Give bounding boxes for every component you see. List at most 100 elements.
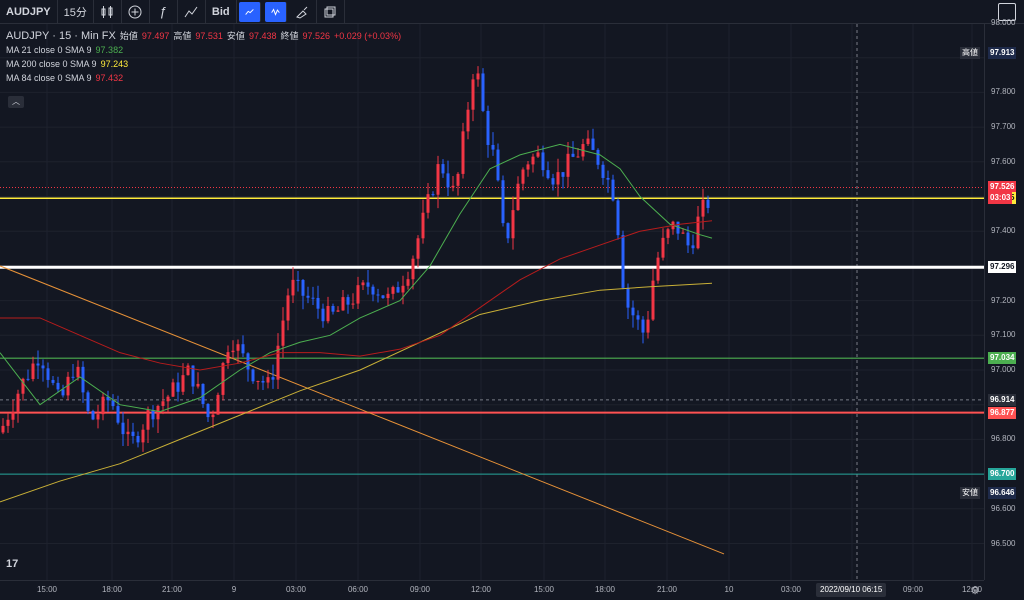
candle-down <box>626 287 630 308</box>
candle-up <box>96 414 100 420</box>
red-level-label: 96.877 <box>988 406 1017 419</box>
cyan-level-label: 96.700 <box>988 468 1017 481</box>
ma21-row[interactable]: MA 21 close 0 SMA 9 97.382 <box>6 43 401 57</box>
candle-down <box>371 286 375 295</box>
candle-up <box>476 73 480 80</box>
ma84-row[interactable]: MA 84 close 0 SMA 9 97.432 <box>6 71 401 85</box>
candle-up <box>421 212 425 239</box>
settings-icon[interactable]: ⚙ <box>970 585 980 597</box>
chart-pane[interactable] <box>0 22 984 580</box>
chart-legend: AUDJPY · 15 · Min FX 始値 97.497 高値 97.531 安… <box>6 29 401 85</box>
candle-up <box>411 258 415 280</box>
candle-down <box>366 282 370 287</box>
time-tick: 03:00 <box>780 585 802 594</box>
add-indicator-icon[interactable] <box>122 0 150 24</box>
price-tick: 97.400 <box>991 226 1016 236</box>
price-tick: 97.200 <box>991 295 1016 305</box>
candle-up <box>456 173 460 186</box>
ma84-label: MA 84 close 0 SMA 9 <box>6 73 92 83</box>
white-level-label: 97.296 <box>988 261 1017 274</box>
candle-down <box>676 221 680 234</box>
candle-up <box>211 414 215 418</box>
price-tick: 96.500 <box>991 538 1016 548</box>
candle-up <box>526 164 530 170</box>
time-tick: 10 <box>724 585 734 594</box>
candle-down <box>121 422 125 435</box>
layers-icon[interactable] <box>317 0 345 24</box>
time-tick: 06:00 <box>347 585 369 594</box>
collapse-legend-button[interactable]: ︿ <box>8 96 24 108</box>
candle-down <box>481 73 485 111</box>
candle-down <box>26 378 30 380</box>
time-tick: 12:00 <box>470 585 492 594</box>
candle-up <box>216 394 220 415</box>
time-axis[interactable]: 2022/09/10 06:15 ⚙ 15:00 18:00 21:00 9 03:00… <box>0 580 984 600</box>
price-chart[interactable] <box>0 22 984 580</box>
candle-down <box>306 295 310 298</box>
time-tick: 21:00 <box>656 585 678 594</box>
candle-up <box>661 237 665 258</box>
candle-down <box>601 164 605 178</box>
candle-up <box>391 287 395 294</box>
brush-icon[interactable] <box>289 0 317 24</box>
bid-button[interactable]: Bid <box>206 0 237 24</box>
candle-up <box>286 295 290 321</box>
ma200-line <box>0 282 713 503</box>
candles-icon[interactable] <box>94 0 122 24</box>
ma200-row[interactable]: MA 200 close 0 SMA 9 97.243 <box>6 57 401 71</box>
trendline <box>0 265 725 555</box>
candle-down <box>131 431 135 436</box>
low-label: 安値 <box>226 31 245 41</box>
candle-down <box>396 287 400 293</box>
candle-up <box>76 366 80 378</box>
candle-up <box>416 238 420 259</box>
interval-selector[interactable]: 15分 <box>58 0 94 24</box>
candle-down <box>621 235 625 288</box>
candle-down <box>206 403 210 418</box>
candle-up <box>341 297 345 311</box>
candle-down <box>311 297 315 299</box>
high-price-label: 97.913 <box>988 47 1017 60</box>
candle-up <box>6 419 10 426</box>
snapshot-icon[interactable] <box>998 3 1016 21</box>
time-tick: 12:00 <box>961 585 983 594</box>
candle-up <box>196 383 200 387</box>
candle-down <box>111 400 115 407</box>
symbol-selector[interactable]: AUDJPY <box>0 0 58 24</box>
candle-up <box>646 319 650 333</box>
price-tick: 97.100 <box>991 330 1016 340</box>
top-toolbar: AUDJPY 15分 ƒ Bid <box>0 0 1024 24</box>
candle-down <box>191 365 195 387</box>
candle-up <box>221 363 225 395</box>
fx-icon[interactable]: ƒ <box>150 0 178 24</box>
close-value: 97.526 <box>302 31 331 41</box>
high-label: 高値 <box>173 31 192 41</box>
candle-down <box>91 411 95 420</box>
candle-down <box>551 178 555 185</box>
price-axis[interactable]: 98.00097.80097.70097.60097.50097.40097.2… <box>984 18 1024 580</box>
candle-up <box>336 310 340 312</box>
candle-down <box>261 381 265 383</box>
line-tool-icon[interactable] <box>238 1 261 22</box>
candle-down <box>331 306 335 312</box>
zigzag-icon[interactable] <box>264 1 287 22</box>
candle-down <box>706 199 710 208</box>
candle-down <box>251 369 255 382</box>
cursor-price-label: 96.914 <box>988 393 1017 406</box>
candle-up <box>461 131 465 174</box>
candle-down <box>116 406 120 423</box>
low-side-label: 安値 <box>960 486 980 499</box>
candle-up <box>516 183 520 211</box>
candle-up <box>536 152 540 157</box>
ma84-value: 97.432 <box>95 73 124 83</box>
candle-up <box>576 156 580 158</box>
candle-down <box>611 179 615 201</box>
time-tick: 9 <box>231 585 237 594</box>
price-tick: 97.700 <box>991 122 1016 132</box>
candle-down <box>591 138 595 150</box>
candle-up <box>511 210 515 239</box>
ma21-value: 97.382 <box>95 45 124 55</box>
indicators-icon[interactable] <box>178 0 206 24</box>
candle-up <box>181 375 185 392</box>
